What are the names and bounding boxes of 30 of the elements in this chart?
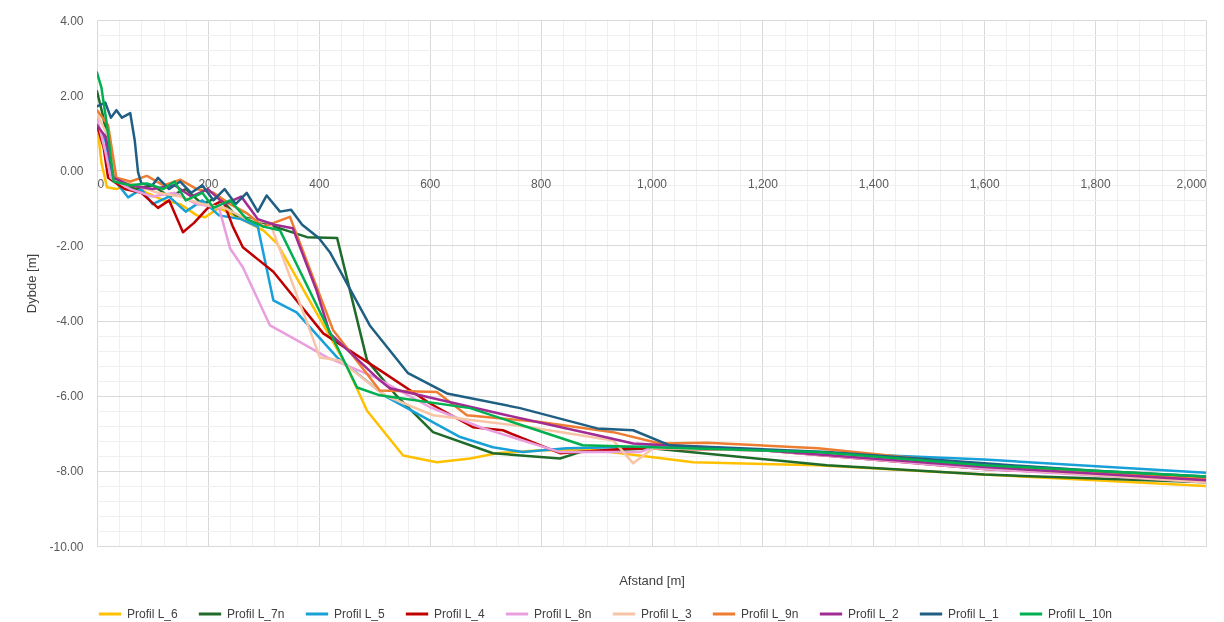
legend-label: Profil L_2: [848, 607, 900, 621]
x-tick-label: 1,200: [747, 176, 779, 191]
legend-label: Profil L_8n: [534, 607, 592, 621]
legend-label: Profil L_1: [948, 607, 1000, 621]
legend-label: Profil L_3: [641, 607, 693, 621]
legend-label: Profil L_10n: [1048, 607, 1113, 621]
legend-label: Profil L_7n: [227, 607, 285, 621]
y-tick-label: -6.00: [56, 389, 84, 404]
x-tick-label: 1,400: [858, 176, 890, 191]
x-axis-title: Afstand [m]: [619, 572, 685, 588]
y-axis-title: Dybde [m]: [24, 253, 40, 314]
y-tick-label: -8.00: [56, 464, 84, 479]
x-tick-label: 0: [97, 176, 105, 191]
x-tick-label: 600: [420, 176, 441, 191]
legend-label: Profil L_5: [334, 607, 386, 621]
y-tick-label: -2.00: [56, 238, 84, 253]
x-tick-label: 1,000: [636, 176, 668, 191]
x-tick-label: 2,000: [1176, 176, 1207, 191]
x-tick-label: 1,800: [1080, 176, 1111, 191]
legend-label: Profil L_6: [127, 607, 179, 621]
y-tick-label: 4.00: [60, 13, 84, 28]
x-tick-label: 400: [309, 176, 330, 191]
y-tick-label: 2.00: [60, 88, 84, 103]
y-tick-label: -10.00: [49, 539, 84, 554]
legend-label: Profil L_9n: [741, 607, 799, 621]
y-tick-label: -4.00: [56, 314, 84, 329]
y-tick-label: 0.00: [60, 163, 84, 178]
x-tick-label: 1,600: [969, 176, 1001, 191]
legend-label: Profil L_4: [434, 607, 486, 621]
x-tick-label: 800: [531, 176, 552, 191]
